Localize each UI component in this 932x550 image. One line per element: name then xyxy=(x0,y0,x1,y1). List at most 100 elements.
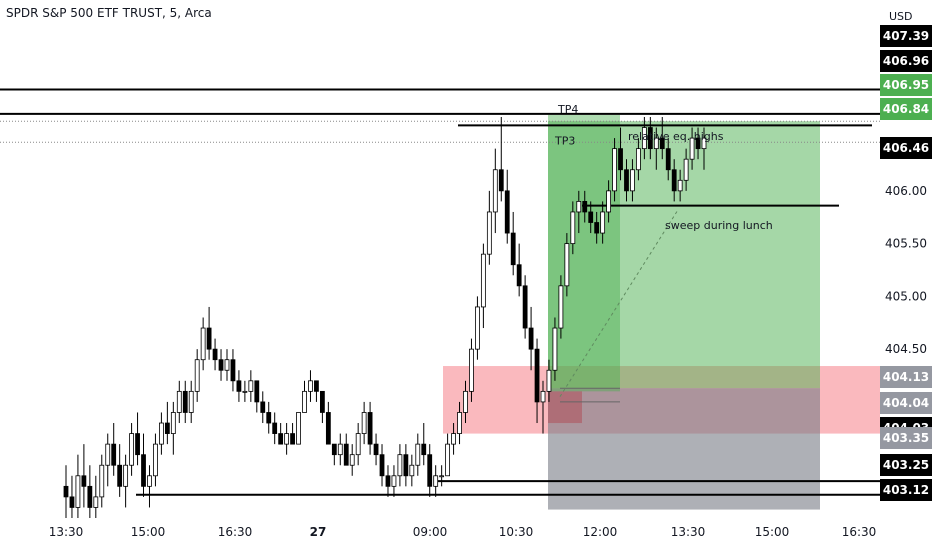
price-tag xyxy=(880,137,932,159)
annotation-label: relative eq. highs xyxy=(628,130,724,143)
candle-body xyxy=(147,475,152,487)
candles-layer xyxy=(63,116,707,529)
candle-body xyxy=(421,443,427,456)
loss-zone xyxy=(548,388,820,510)
candle-body xyxy=(69,496,75,508)
candle-body xyxy=(87,485,93,508)
price-axis[interactable]: 406.00 405.50 405.00 404.50 407.39 406.96 406.… xyxy=(880,0,932,518)
price-tag-label: 406.95 xyxy=(883,78,929,92)
candle-body xyxy=(624,169,629,192)
candle-body xyxy=(331,443,337,456)
price-tag xyxy=(880,50,932,72)
candle-body xyxy=(93,496,99,508)
time-tick-label: 09:00 xyxy=(413,525,448,539)
time-axis[interactable]: 13:30 15:00 16:30 27 09:00 10:30 12:00 13:30 15:… xyxy=(0,518,932,550)
candle-body xyxy=(206,327,212,350)
candle-body xyxy=(248,380,254,392)
price-tag-label: 406.96 xyxy=(883,54,929,68)
price-tag-label: 403.12 xyxy=(883,483,929,497)
candle-body xyxy=(427,454,433,487)
candle-body xyxy=(260,401,266,413)
candle-body xyxy=(653,137,659,150)
candle-body xyxy=(552,327,558,371)
price-tick-label: 404.50 xyxy=(885,342,927,356)
candle-body xyxy=(129,433,134,466)
annotation-label: TP3 xyxy=(554,134,575,147)
candle-body xyxy=(224,359,230,371)
price-tag xyxy=(880,74,932,96)
candle-body xyxy=(445,443,451,477)
candle-body xyxy=(242,390,248,393)
time-axis-bg xyxy=(0,518,932,550)
tp3-profit-zone xyxy=(548,114,620,392)
horizontal-lines-layer xyxy=(0,88,880,496)
candle-body xyxy=(576,201,582,213)
candle-body xyxy=(397,454,403,477)
candle-body xyxy=(636,148,641,171)
candle-body xyxy=(677,179,683,192)
candle-body xyxy=(594,222,600,234)
annotation-label: sweep during lunch xyxy=(665,219,773,232)
candle-body xyxy=(296,412,301,445)
candle-body xyxy=(337,443,343,456)
candle-body xyxy=(164,422,170,434)
candle-body xyxy=(564,243,570,287)
candle-body xyxy=(665,148,671,171)
time-tick-label: 12:00 xyxy=(583,525,618,539)
candle-body xyxy=(236,380,242,392)
candle-body xyxy=(528,327,534,350)
price-tag xyxy=(880,454,932,476)
candle-body xyxy=(153,443,158,477)
time-tick-label: 16:30 xyxy=(218,525,253,539)
price-axis-header xyxy=(880,0,932,24)
candle-body xyxy=(176,390,182,413)
candle-body xyxy=(343,443,349,466)
candle-body xyxy=(170,412,176,434)
chart-title: SPDR S&P 500 ETF TRUST, 5, Arca xyxy=(6,6,212,20)
time-tick-label: 27 xyxy=(310,525,327,539)
candle-body xyxy=(498,169,504,192)
candle-body xyxy=(630,169,635,192)
candle-body xyxy=(200,327,206,361)
candle-body xyxy=(349,454,355,466)
candle-body xyxy=(516,264,522,287)
candle-body xyxy=(600,211,606,234)
price-tag xyxy=(880,427,932,449)
candle-body xyxy=(415,443,421,466)
candle-body xyxy=(510,232,516,266)
candle-body xyxy=(188,390,194,413)
candle-body xyxy=(290,433,295,445)
candle-body xyxy=(325,412,331,445)
price-tag-label: 403.35 xyxy=(883,431,929,445)
candle-body xyxy=(409,464,415,477)
candle-body xyxy=(492,169,498,213)
candle-body xyxy=(212,348,218,361)
candle-body xyxy=(75,475,81,508)
time-tick-label: 13:30 xyxy=(49,525,84,539)
candle-body xyxy=(457,412,462,434)
price-tag xyxy=(880,25,932,47)
time-tick-label: 15:00 xyxy=(755,525,790,539)
price-tag-label: 406.84 xyxy=(883,102,929,116)
candle-body xyxy=(475,306,480,350)
time-tick-label: 13:30 xyxy=(671,525,706,539)
price-tag-label: 404.04 xyxy=(883,396,929,410)
candle-body xyxy=(504,190,510,234)
candle-body xyxy=(99,464,105,498)
time-tick-label: 15:00 xyxy=(131,525,166,539)
candle-body xyxy=(582,201,588,213)
candle-body xyxy=(612,148,617,192)
price-tag-label: 407.39 xyxy=(883,29,929,43)
candle-body xyxy=(230,359,236,382)
candle-body xyxy=(540,390,546,403)
candle-body xyxy=(671,169,677,192)
candle-body xyxy=(182,390,188,413)
candle-body xyxy=(641,127,647,150)
candle-body xyxy=(683,158,689,181)
candle-body xyxy=(254,380,260,403)
candle-body xyxy=(385,475,391,487)
candle-body xyxy=(314,380,319,392)
annotation-label: TP4 xyxy=(557,103,578,116)
candle-body xyxy=(272,422,278,434)
